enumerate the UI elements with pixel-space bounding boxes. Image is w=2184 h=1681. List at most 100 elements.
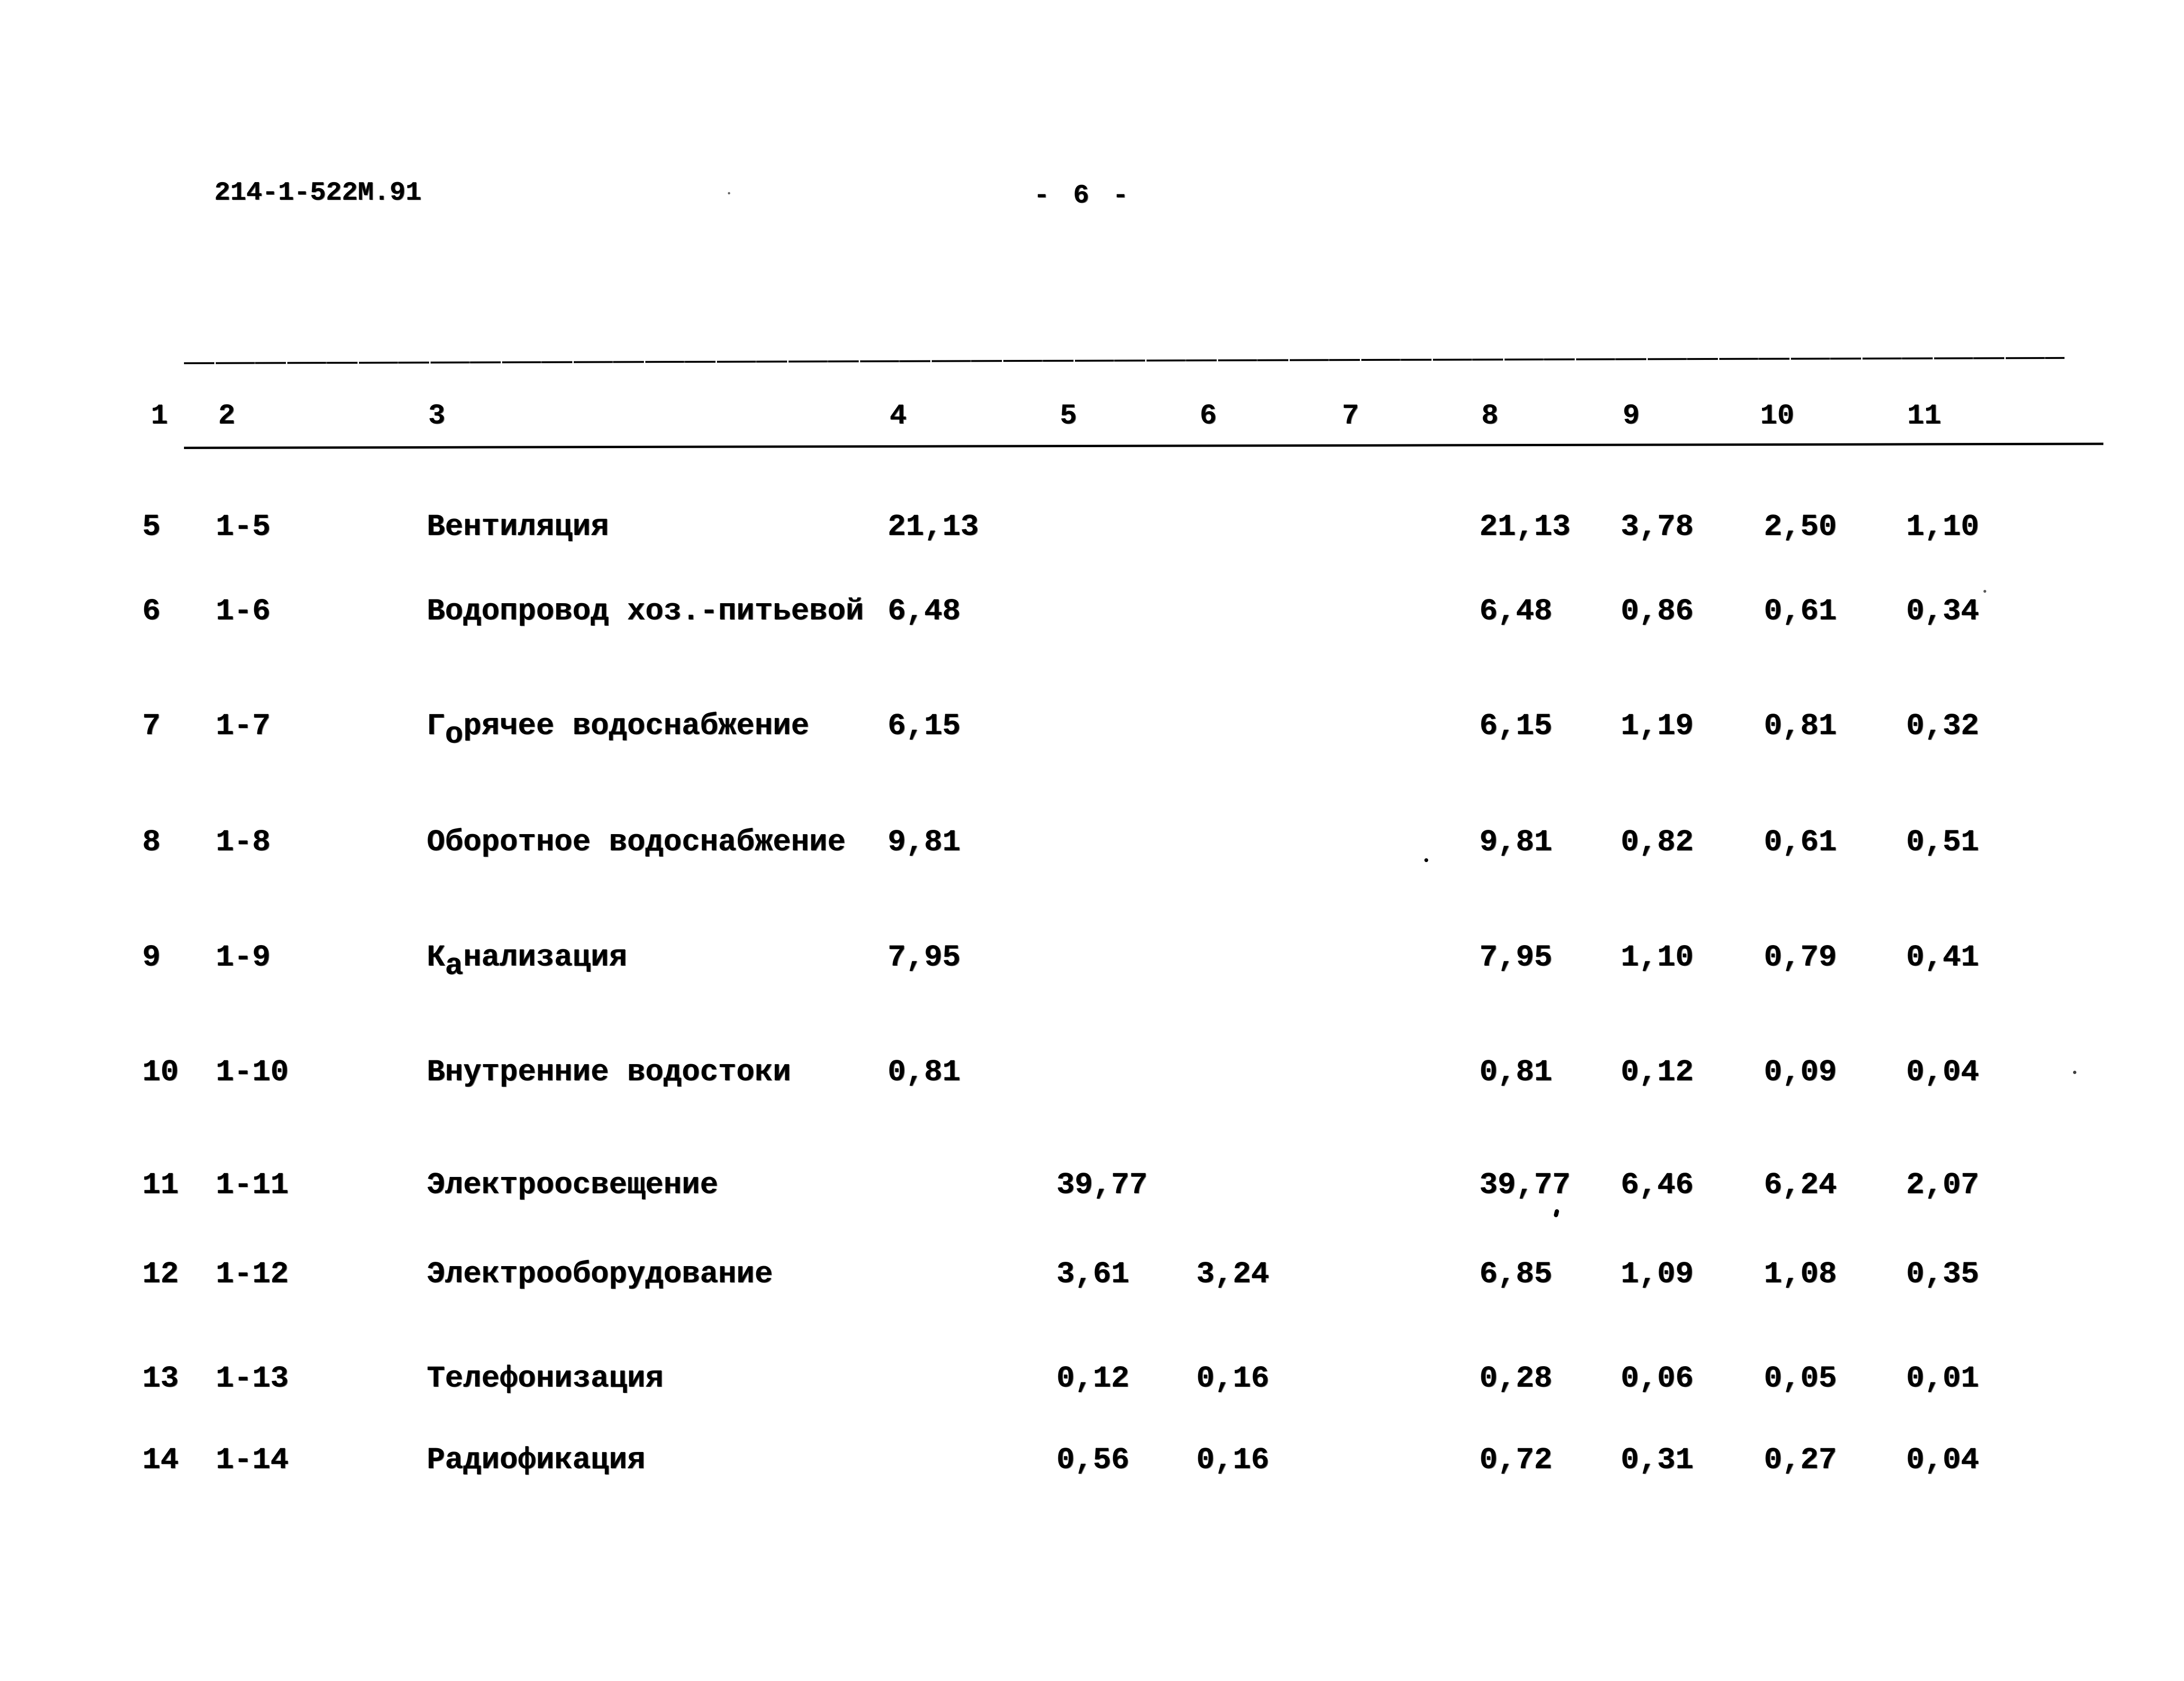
- cell-col5: 39,77: [1056, 1168, 1148, 1203]
- cell-col8: 6,48: [1479, 595, 1552, 629]
- cell-col10: 1,08: [1764, 1258, 1837, 1292]
- cell-col4: 6,48: [888, 595, 961, 629]
- cell-col11: 0,41: [1906, 941, 1979, 975]
- cell-col9: 3,78: [1621, 510, 1694, 544]
- cell-col9: 1,10: [1621, 941, 1694, 975]
- table-row: 5 1-5 Вентиляция 21,13 21,13 3,78 2,50 1…: [0, 512, 2184, 550]
- cell-col11: 0,34: [1906, 595, 1979, 629]
- cell-col10: 0,81: [1764, 709, 1837, 744]
- row-number: 8: [142, 826, 161, 860]
- cell-col6: 0,16: [1196, 1443, 1269, 1478]
- cell-col11: 2,07: [1906, 1168, 1979, 1203]
- table-row: 6 1-6 Водопровод хоз.-питьевой 6,48 6,48…: [0, 597, 2184, 634]
- table-header-rule: [184, 442, 2103, 449]
- cell-col9: 0,06: [1621, 1362, 1694, 1396]
- cell-col5: 3,61: [1056, 1258, 1129, 1292]
- row-code: 1-14: [216, 1443, 289, 1478]
- cell-col11: 0,35: [1906, 1258, 1979, 1292]
- row-name-lowered-letter: о: [445, 718, 463, 752]
- cell-col6: 0,16: [1196, 1362, 1269, 1396]
- row-code: 1-11: [216, 1168, 289, 1203]
- column-header-8: 8: [1481, 400, 1499, 432]
- cell-col8: 0,81: [1479, 1056, 1552, 1090]
- cell-col4: 7,95: [888, 941, 961, 975]
- row-code: 1-6: [216, 595, 271, 629]
- table-row: 11 1-11 Электроосвещение 39,77 39,77 6,4…: [0, 1170, 2184, 1208]
- row-number: 12: [142, 1258, 179, 1292]
- row-name: Канализация: [427, 941, 627, 982]
- cell-col9: 6,46: [1621, 1168, 1694, 1203]
- column-header-2: 2: [218, 400, 236, 432]
- cell-col10: 6,24: [1764, 1168, 1837, 1203]
- cell-col8: 6,15: [1479, 709, 1552, 744]
- cell-col5: 0,56: [1056, 1443, 1129, 1478]
- page-number: - 6 -: [1034, 180, 1133, 211]
- table-row: 8 1-8 Оборотное водоснабжение 9,81 9,81 …: [0, 827, 2184, 865]
- scan-artifact-dot: [2073, 1071, 2076, 1074]
- row-name-lowered-letter: а: [445, 949, 463, 983]
- table-top-rule: [184, 357, 2065, 364]
- cell-col10: 0,09: [1764, 1056, 1837, 1090]
- row-code: 1-12: [216, 1258, 289, 1292]
- cell-col8: 7,95: [1479, 941, 1552, 975]
- row-number: 14: [142, 1443, 179, 1478]
- column-header-5: 5: [1060, 400, 1077, 432]
- row-name: Вентиляция: [427, 510, 609, 544]
- column-header-1: 1: [151, 400, 168, 432]
- scan-artifact-dot: [1424, 858, 1428, 862]
- cell-col10: 0,79: [1764, 941, 1837, 975]
- cell-col8: 0,72: [1479, 1443, 1552, 1478]
- cell-col8: 9,81: [1479, 826, 1552, 860]
- cell-col8: 39,77: [1479, 1168, 1571, 1203]
- column-header-11: 11: [1907, 400, 1942, 432]
- row-name-part: рячее водоснабжение: [463, 709, 809, 744]
- column-header-4: 4: [890, 400, 907, 432]
- row-code: 1-13: [216, 1362, 289, 1396]
- cell-col10: 0,61: [1764, 595, 1837, 629]
- row-number: 11: [142, 1168, 179, 1203]
- row-number: 9: [142, 941, 161, 975]
- cell-col8: 21,13: [1479, 510, 1571, 544]
- row-name: Горячее водоснабжение: [427, 709, 809, 750]
- column-header-7: 7: [1342, 400, 1359, 432]
- row-number: 7: [142, 709, 161, 744]
- cell-col4: 21,13: [888, 510, 979, 544]
- cell-col10: 0,05: [1764, 1362, 1837, 1396]
- row-name: Электрооборудование: [427, 1258, 773, 1292]
- table-row: 9 1-9 Канализация 7,95 7,95 1,10 0,79 0,…: [0, 941, 2184, 982]
- row-name: Телефонизация: [427, 1362, 664, 1396]
- row-number: 10: [142, 1056, 179, 1090]
- column-header-9: 9: [1623, 400, 1640, 432]
- column-header-10: 10: [1760, 400, 1795, 432]
- cell-col9: 0,86: [1621, 595, 1694, 629]
- row-name: Внутренние водостоки: [427, 1056, 791, 1090]
- row-number: 5: [142, 510, 161, 544]
- cell-col10: 0,27: [1764, 1443, 1837, 1478]
- cell-col9: 0,31: [1621, 1443, 1694, 1478]
- table-row: 10 1-10 Внутренние водостоки 0,81 0,81 0…: [0, 1057, 2184, 1095]
- row-name-part: нализация: [463, 941, 627, 975]
- cell-col9: 0,82: [1621, 826, 1694, 860]
- row-number: 6: [142, 595, 161, 629]
- cell-col11: 0,32: [1906, 709, 1979, 744]
- scan-artifact-dot: [1983, 590, 1986, 593]
- row-name: Электроосвещение: [427, 1168, 718, 1203]
- row-code: 1-10: [216, 1056, 289, 1090]
- cell-col6: 3,24: [1196, 1258, 1269, 1292]
- table-row: 7 1-7 Горячее водоснабжение 6,15 6,15 1,…: [0, 709, 2184, 750]
- cell-col10: 0,61: [1764, 826, 1837, 860]
- row-name-part: Г: [427, 709, 445, 744]
- row-name: Водопровод хоз.-питьевой: [427, 595, 864, 629]
- cell-col4: 0,81: [888, 1056, 961, 1090]
- row-number: 13: [142, 1362, 179, 1396]
- cell-col11: 0,04: [1906, 1443, 1979, 1478]
- cell-col4: 6,15: [888, 709, 961, 744]
- row-code: 1-7: [216, 709, 271, 744]
- row-name: Радиофикация: [427, 1443, 645, 1478]
- column-header-6: 6: [1200, 400, 1217, 432]
- cell-col4: 9,81: [888, 826, 961, 860]
- row-code: 1-5: [216, 510, 271, 544]
- cell-col9: 0,12: [1621, 1056, 1694, 1090]
- row-code: 1-9: [216, 941, 271, 975]
